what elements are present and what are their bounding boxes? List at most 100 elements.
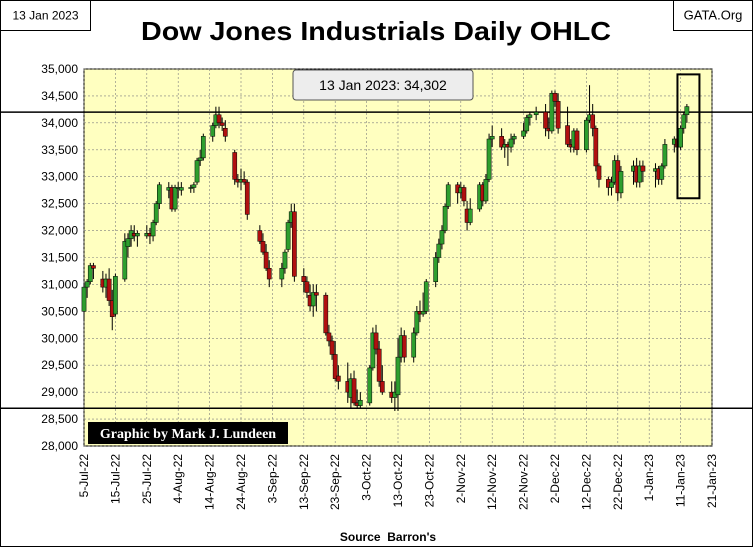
candle-body <box>401 335 407 358</box>
candle-body <box>150 222 156 237</box>
x-tick-label: 2-Dec-22 <box>548 454 562 504</box>
candle-body <box>584 119 589 151</box>
candle-body <box>681 114 687 129</box>
candle-body <box>593 127 599 167</box>
x-tick-label: 13-Oct-22 <box>391 454 405 508</box>
ohlc-candle <box>351 370 357 406</box>
ohlc-candle <box>640 160 646 183</box>
date-label: 13 Jan 2023 <box>12 9 78 23</box>
ohlc-candle <box>326 324 332 347</box>
y-tick-label: 32,000 <box>41 224 78 238</box>
candle-body <box>376 348 382 382</box>
x-tick-label: 25-Jul-22 <box>140 454 154 504</box>
candle-body <box>436 243 442 258</box>
candle-body <box>420 311 426 315</box>
ohlc-candle <box>584 117 589 153</box>
x-tick-label: 4-Aug-22 <box>171 454 185 504</box>
ohlc-candle <box>411 327 417 363</box>
candle-body <box>423 281 429 312</box>
candle-body <box>442 206 448 231</box>
ohlc-candle <box>401 330 407 363</box>
ohlc-candle <box>527 112 533 126</box>
candle-body <box>527 114 533 118</box>
y-tick-label: 34,000 <box>41 116 78 130</box>
candle-body <box>279 268 285 280</box>
x-tick-label: 21-Jan-23 <box>705 454 719 508</box>
ohlc-candle <box>200 133 206 161</box>
ohlc-candle <box>549 90 555 134</box>
ohlc-candle <box>266 260 272 288</box>
x-tick-label: 11-Jan-23 <box>674 454 688 507</box>
x-tick-label: 1-Jan-23 <box>642 454 656 502</box>
ohlc-candle <box>241 171 247 185</box>
candle-body <box>379 381 385 393</box>
ohlc-candle <box>414 305 420 336</box>
ohlc-candle <box>150 219 156 242</box>
ohlc-candle <box>197 149 203 166</box>
ohlc-candle <box>596 163 602 188</box>
ohlc-candle <box>552 90 558 107</box>
candle-body <box>596 165 602 180</box>
ohlc-candle <box>188 184 194 193</box>
candle-body <box>467 208 473 223</box>
x-tick-label: 23-Oct-22 <box>422 454 436 508</box>
ohlc-candle <box>84 279 90 298</box>
x-tick-label: 12-Nov-22 <box>485 454 499 510</box>
ohlc-candle <box>310 284 316 317</box>
ohlc-candle <box>433 252 439 288</box>
candle-body <box>511 136 517 140</box>
ohlc-candle <box>461 184 467 207</box>
candle-body <box>113 276 118 315</box>
candle-body <box>285 222 291 250</box>
x-axis: 5-Jul-22 15-Jul-22 25-Jul-22 4-Aug-22 14-Aug… <box>77 454 719 510</box>
ohlc-candle <box>373 324 379 355</box>
source-label: GATA.Org <box>684 8 743 23</box>
y-tick-label: 32,500 <box>41 197 78 211</box>
annotation-box <box>292 69 474 101</box>
candle-body <box>91 265 96 269</box>
candle-body <box>521 130 526 137</box>
ohlc-candle <box>314 284 319 312</box>
ohlc-candle <box>282 249 288 274</box>
y-axis: 28,000 28,500 29,000 29,500 30,000 30,500 31,0… <box>41 62 78 453</box>
ohlc-candle <box>678 125 683 150</box>
candle-body <box>172 187 178 210</box>
ohlc-candle <box>301 268 307 293</box>
candle-body <box>609 181 614 188</box>
ohlc-candle <box>489 125 495 148</box>
chart-title: Dow Jones Industrials Daily OHLC <box>141 16 611 46</box>
ohlc-candle <box>593 125 599 172</box>
ohlc-candle <box>367 365 373 406</box>
candle-body <box>84 281 90 288</box>
candle-body <box>618 171 624 194</box>
ohlc-candle <box>445 182 451 210</box>
ohlc-candle <box>263 244 269 271</box>
candle-body <box>257 230 263 242</box>
candle-body <box>135 233 140 237</box>
ohlc-candle <box>590 104 596 137</box>
candle-body <box>232 152 238 180</box>
ohlc-candle <box>618 165 624 199</box>
candle-body <box>524 117 530 132</box>
date-box <box>0 0 91 31</box>
ohlc-candle <box>423 279 429 315</box>
candle-body <box>197 157 203 161</box>
ohlc-candle <box>244 179 250 220</box>
y-tick-label: 35,000 <box>41 62 78 76</box>
ohlc-candle <box>662 139 668 169</box>
candle-body <box>266 268 272 280</box>
candle-body <box>367 367 373 404</box>
candle-body <box>549 92 555 132</box>
ohlc-candle <box>285 219 291 253</box>
x-tick-label: 22-Dec-22 <box>611 454 625 510</box>
candle-body <box>292 211 297 277</box>
candle-body <box>445 184 451 207</box>
ohlc-candle <box>232 149 238 185</box>
ohlc-candle <box>436 238 442 263</box>
ohlc-candle <box>508 133 514 153</box>
candle-body <box>373 332 379 350</box>
candle-body <box>200 136 206 159</box>
candle-body <box>194 160 200 183</box>
ohlc-candle <box>210 122 216 142</box>
candle-body <box>260 241 266 253</box>
